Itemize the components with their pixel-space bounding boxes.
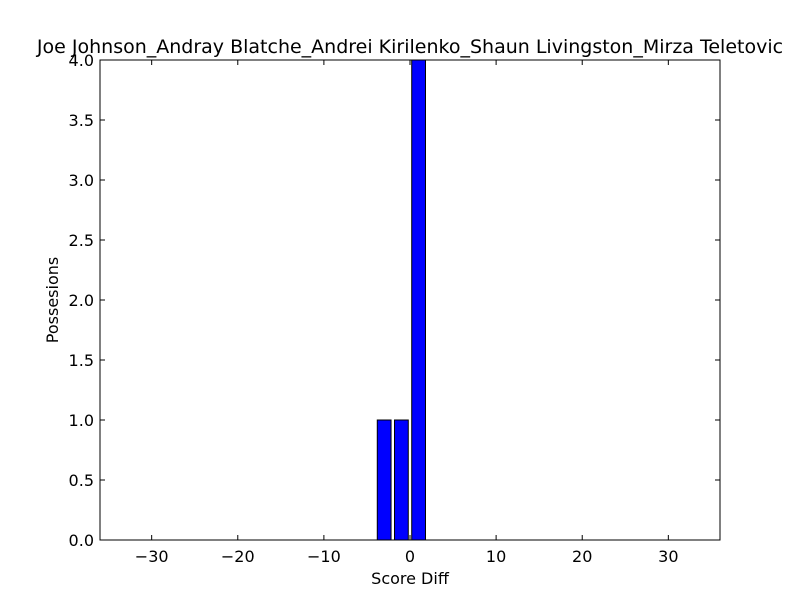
bar [411,59,427,541]
x-tick-label: 0 [405,547,415,566]
y-tick-label: 4.0 [69,51,94,70]
chart-title: Joe Johnson_Andray Blatche_Andrei Kirile… [36,36,783,58]
bar [394,419,409,541]
y-tick-label: 1.0 [69,411,94,430]
y-tick-label: 2.5 [69,231,94,250]
y-tick-label: 0.5 [69,471,94,490]
x-tick-label: 30 [658,547,678,566]
x-axis-ticks: −30 −20 −10 0 10 20 30 [135,60,679,566]
x-tick-label: −20 [221,547,255,566]
y-axis-ticks: 0.0 0.5 1.0 1.5 2.0 2.5 3.0 3.5 4.0 [69,51,720,550]
x-tick-label: −10 [307,547,341,566]
x-axis-label: Score Diff [371,569,450,588]
y-tick-label: 3.5 [69,111,94,130]
bar [376,419,392,541]
x-tick-label: −30 [135,547,169,566]
y-axis-label: Possesions [43,257,62,343]
y-tick-label: 3.0 [69,171,94,190]
x-tick-label: 10 [486,547,506,566]
y-tick-label: 1.5 [69,351,94,370]
y-tick-label: 0.0 [69,531,94,550]
y-tick-label: 2.0 [69,291,94,310]
bars-group [376,59,427,541]
x-tick-label: 20 [572,547,592,566]
plot-area-frame [99,59,721,541]
